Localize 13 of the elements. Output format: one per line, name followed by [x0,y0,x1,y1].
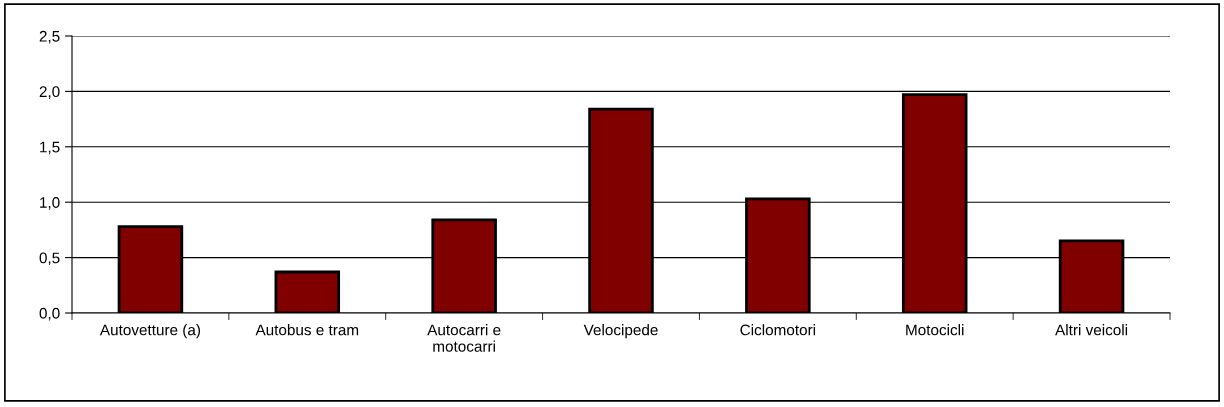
x-tick-label: Ciclomotori [740,324,816,336]
y-tick-label: 0,5 [39,252,60,266]
y-tick-label: 2,5 [39,30,60,44]
y-tick-label: 1,0 [40,197,60,210]
x-tick-label: Velocipede [583,324,658,339]
x-tick-label: Autovetture (a) [99,324,201,339]
y-tick-label: 1,5 [40,141,60,155]
y-tick-label: 0,0 [39,307,60,321]
x-tick-label: Autocarri e motocarri [427,324,501,352]
x-tick-label: Altri veicoli [1055,324,1128,336]
x-tick-label: Motocicli [906,324,964,336]
y-tick-label: 2,0 [39,86,60,99]
x-tick-label: Autobus e tram [255,324,359,336]
